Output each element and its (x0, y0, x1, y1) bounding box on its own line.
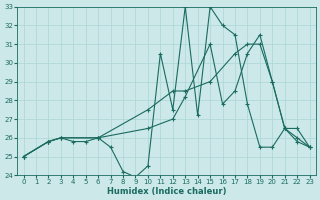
X-axis label: Humidex (Indice chaleur): Humidex (Indice chaleur) (107, 187, 226, 196)
